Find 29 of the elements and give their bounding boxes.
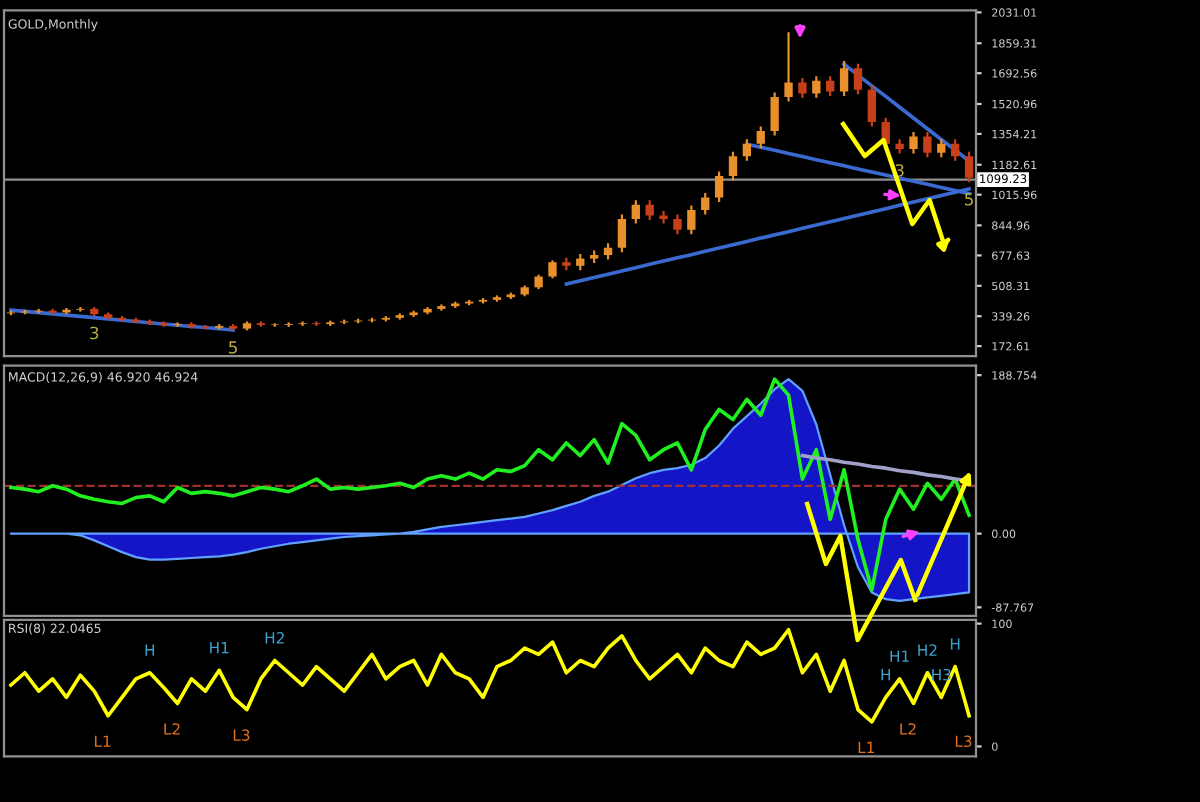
candlestick [673,213,682,236]
candlestick [742,138,752,162]
candlestick [617,213,627,254]
candlestick [173,321,182,328]
candlestick [701,191,710,216]
text: 5 [229,341,237,354]
candlestick [853,62,863,96]
candlestick [728,150,738,182]
candlestick [867,84,877,128]
line-series [9,627,971,724]
candlestick [951,138,960,162]
candlestick [714,170,724,204]
candlestick [839,59,849,98]
candlestick [909,130,918,155]
candlestick [964,150,974,184]
candlestick [298,320,307,328]
text: 5 [965,193,973,206]
candlestick [798,77,807,99]
candlestick [631,199,640,225]
candlestick [687,204,696,236]
candlestick [659,209,668,225]
text: 3 [90,326,99,340]
candlestick [812,75,821,99]
candlestick [826,75,835,98]
candlestick [312,320,321,328]
candlestick [756,125,765,150]
candlestick [784,31,793,103]
candlestick [770,91,779,137]
candlestick [923,130,932,159]
